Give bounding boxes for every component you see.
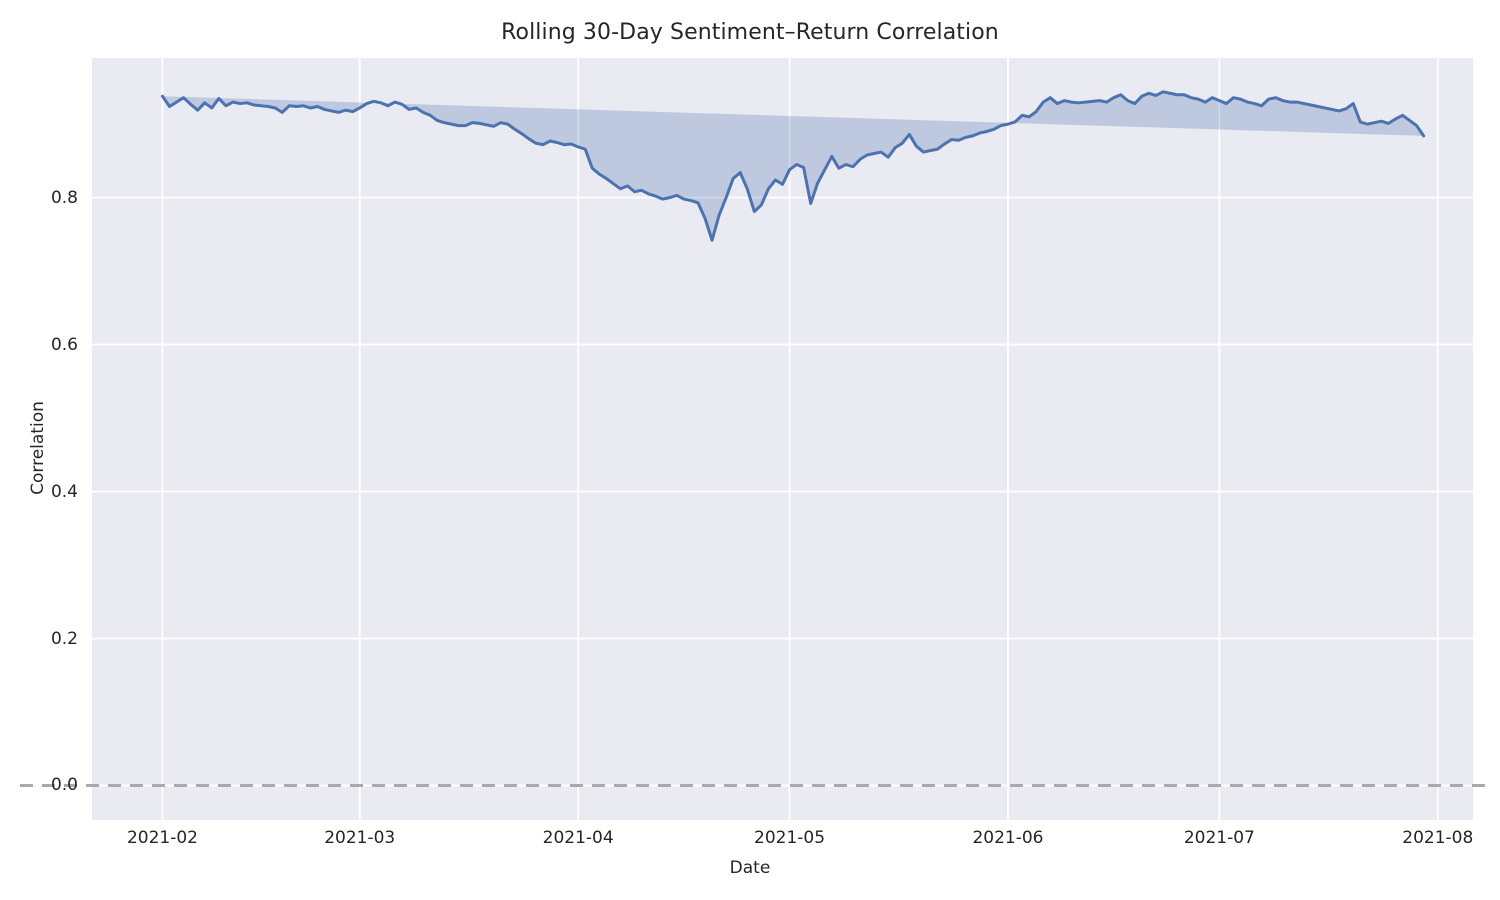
x-axis-label: Date xyxy=(729,858,771,878)
y-tick-label: 0.8 xyxy=(50,187,78,208)
x-tick-label: 2021-07 xyxy=(1183,828,1255,848)
x-tick-label: 2021-08 xyxy=(1402,828,1474,848)
x-tick-label: 2021-05 xyxy=(754,828,826,848)
x-tick-label: 2021-02 xyxy=(126,828,198,848)
y-axis-label: Correlation xyxy=(28,401,48,495)
y-tick-label: 0.2 xyxy=(50,628,78,649)
data-line xyxy=(160,90,1426,242)
x-tick-label: 2021-03 xyxy=(324,828,396,848)
y-tick-label: 0.6 xyxy=(50,334,78,355)
x-tick-label: 2021-04 xyxy=(542,828,614,848)
gridlines xyxy=(92,58,1473,820)
x-tick-label: 2021-06 xyxy=(972,828,1044,848)
y-tick-label: 0.4 xyxy=(50,481,78,502)
y-tick-label: 0.0 xyxy=(50,775,78,796)
chart-title: Rolling 30-Day Sentiment–Return Correlat… xyxy=(501,20,999,45)
